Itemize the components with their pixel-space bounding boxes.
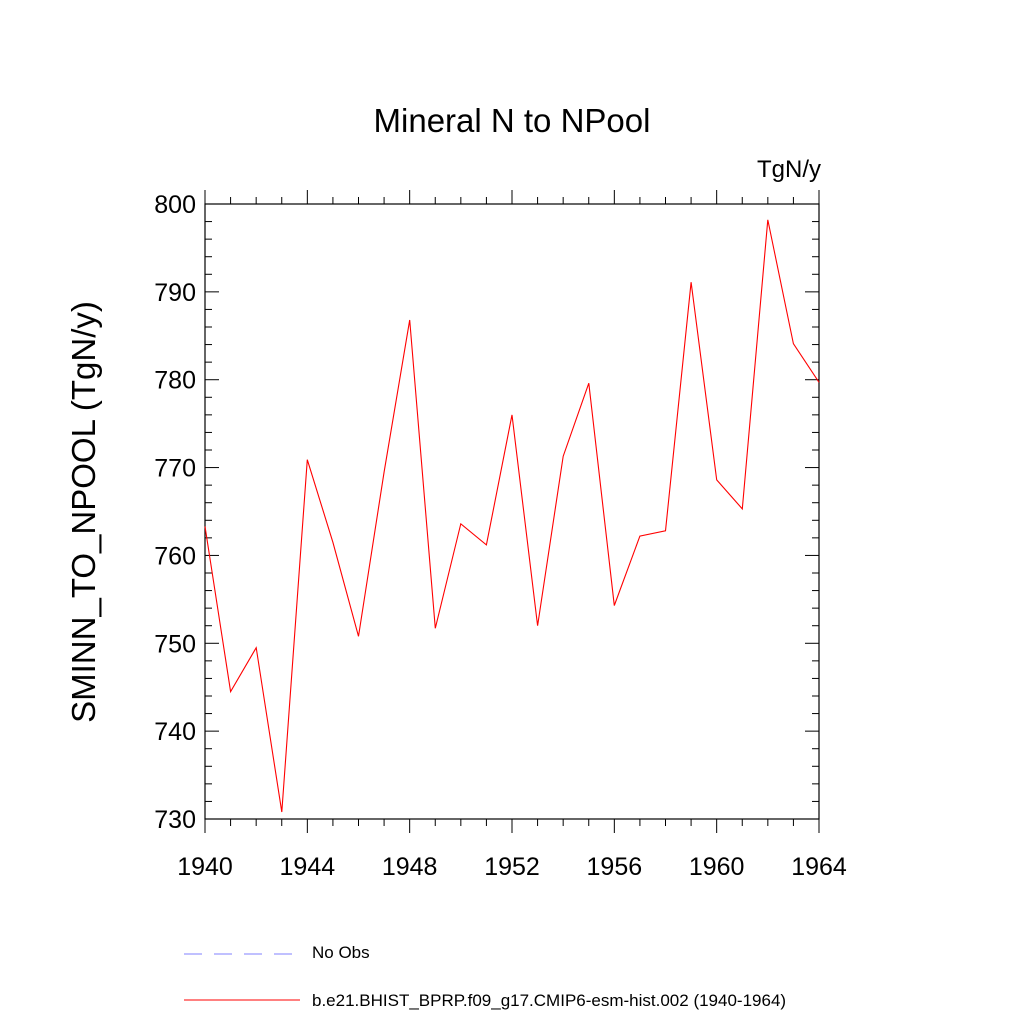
series-line [204, 219, 820, 813]
y-tick-label: 730 [154, 806, 196, 834]
legend-label-no-obs: No Obs [312, 943, 370, 962]
x-tick-label: 1944 [280, 853, 336, 881]
y-tick-label: 790 [154, 279, 196, 307]
y-tick-label: 760 [154, 542, 196, 570]
x-tick-label: 1964 [791, 853, 847, 881]
y-tick-label: 750 [154, 630, 196, 658]
y-tick-label: 780 [154, 367, 196, 395]
x-tick-label: 1948 [382, 853, 438, 881]
x-tick-label: 1960 [689, 853, 745, 881]
chart-title: Mineral N to NPool [373, 102, 651, 139]
x-tick-label: 1940 [177, 853, 233, 881]
x-tick-label: 1956 [587, 853, 643, 881]
y-tick-label: 800 [154, 191, 196, 219]
legend-label-model-run: b.e21.BHIST_BPRP.f09_g17.CMIP6-esm-hist.… [312, 991, 787, 1010]
plot-frame [204, 203, 820, 820]
y-tick-label: 770 [154, 455, 196, 483]
x-tick-label: 1952 [484, 853, 540, 881]
units-label: TgN/y [756, 156, 821, 183]
y-tick-label: 740 [154, 718, 196, 746]
